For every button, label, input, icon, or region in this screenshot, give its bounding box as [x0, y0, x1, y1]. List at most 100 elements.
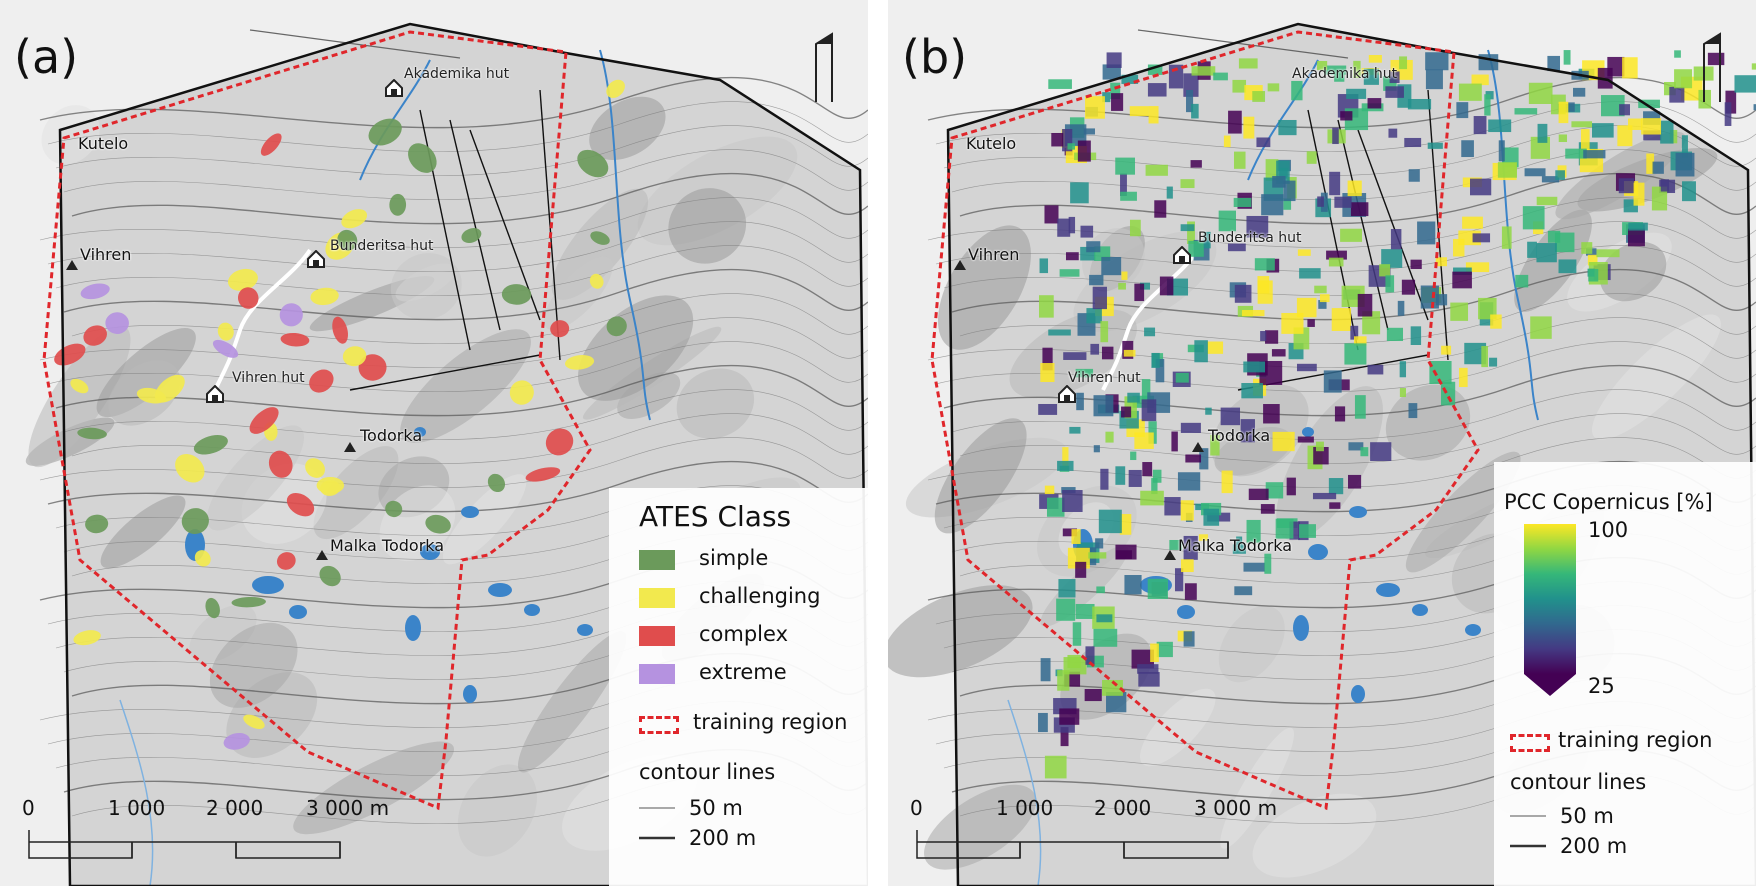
pcc-raster-cell [1628, 118, 1643, 130]
pcc-raster-cell [1408, 403, 1418, 419]
pcc-raster-cell [1558, 101, 1569, 124]
pcc-raster-cell [1367, 98, 1382, 109]
pcc-raster-cell [1044, 755, 1067, 779]
pcc-raster-cell [1077, 140, 1091, 162]
pcc-raster-cell [1286, 477, 1296, 496]
ates-polygon [73, 630, 101, 646]
contour-line [47, 221, 868, 272]
pcc-raster-cell [1464, 342, 1487, 365]
road [213, 248, 312, 391]
ates-polygon [550, 320, 570, 338]
pcc-raster-cell [1265, 159, 1279, 181]
pcc-raster-cell [1390, 229, 1402, 250]
ates-polygon [136, 387, 166, 404]
pcc-raster-cell [1139, 282, 1151, 290]
pcc-raster-cell [1048, 329, 1071, 336]
legend-title: ATES Class [639, 500, 792, 533]
pcc-raster-cell [1565, 148, 1587, 159]
ates-polygon [70, 378, 89, 394]
ates-polygon [237, 287, 259, 309]
pcc-raster-cell [1090, 343, 1100, 355]
pcc-raster-cell [1203, 508, 1220, 526]
pcc-raster-cell [1140, 490, 1164, 506]
pcc-raster-cell [1129, 219, 1141, 237]
pcc-raster-cell [1210, 434, 1220, 456]
pcc-raster-cell [1044, 205, 1059, 224]
pcc-raster-cell [1062, 129, 1073, 152]
scalebar-b: 0 1 000 2 000 3 000 m [910, 796, 1366, 866]
pcc-raster-cell [1528, 82, 1553, 104]
pcc-raster-cell [1596, 249, 1620, 258]
pcc-raster-cell [1233, 151, 1246, 169]
pcc-raster-cell [1241, 310, 1265, 317]
pcc-raster-cell [1567, 102, 1575, 112]
pcc-raster-cell [1118, 282, 1126, 290]
pcc-raster-cell [1260, 331, 1267, 341]
place-akademika-hut: Akademika hut [404, 66, 510, 82]
pcc-raster-cell [1147, 83, 1167, 97]
pcc-raster-cell [1537, 123, 1548, 143]
lake [463, 685, 477, 703]
hillshade-ridge [41, 105, 100, 165]
pcc-raster-cell [1180, 224, 1195, 232]
training-region-label: training region [693, 710, 848, 734]
pcc-raster-cell [1296, 363, 1317, 372]
ates-polygon [606, 79, 625, 98]
pcc-raster-cell [1169, 539, 1183, 550]
pcc-raster-cell [1265, 482, 1284, 499]
pcc-raster-cell [1346, 88, 1367, 99]
pcc-raster-cell [1147, 578, 1168, 599]
ski-lift-line [449, 119, 501, 331]
lake [577, 624, 593, 636]
scalebar-label: 2 000 [206, 796, 264, 820]
pcc-raster-cell [1100, 321, 1109, 343]
ates-polygon [590, 231, 610, 245]
pcc-raster-cell [1096, 586, 1105, 594]
colorbar-min-label: 25 [1588, 674, 1615, 698]
ates-polygon [212, 339, 239, 358]
legend-swatch [639, 626, 675, 646]
pcc-raster-cell [1489, 357, 1498, 367]
legend-item-simple: simple [639, 546, 859, 572]
pcc-raster-cell [1326, 250, 1347, 260]
road [1101, 248, 1200, 391]
pcc-raster-cell [1350, 202, 1369, 217]
pcc-raster-cell [1725, 90, 1737, 114]
pcc-raster-cell [1046, 497, 1065, 517]
pcc-raster-cell [1180, 422, 1201, 433]
pcc-raster-cell [1622, 57, 1638, 79]
pcc-raster-cell [1660, 179, 1670, 192]
pcc-raster-cell [1751, 63, 1756, 70]
contour-line [71, 172, 868, 225]
contour-line [943, 364, 1756, 417]
peak-icon [344, 442, 356, 452]
pcc-raster-cell [1332, 127, 1339, 145]
pcc-raster-cell [1191, 103, 1199, 119]
ates-polygon [305, 458, 325, 478]
pcc-raster-cell [1121, 271, 1128, 280]
ates-polygon [279, 303, 303, 327]
pcc-raster-cell [1144, 327, 1156, 337]
pcc-raster-cell [1271, 349, 1286, 357]
ates-polygon [276, 552, 296, 570]
place-vihren: Vihren [968, 245, 1020, 264]
stream [1247, 59, 1319, 181]
legend-ates: ATES Class simple challenging complex ex… [609, 488, 868, 886]
pcc-raster-cell [1357, 293, 1373, 317]
pcc-raster-cell [1185, 454, 1202, 463]
pcc-raster-cell [1164, 497, 1181, 516]
pcc-raster-cell [1527, 241, 1537, 258]
pcc-raster-cell [1101, 346, 1114, 360]
pcc-raster-cell [1264, 553, 1272, 574]
legend-swatch [639, 664, 675, 684]
pcc-raster-cell [1084, 688, 1102, 702]
pcc-raster-cell [1734, 75, 1756, 93]
pcc-raster-cell [1558, 134, 1568, 143]
pcc-raster-cell [1137, 664, 1159, 674]
place-todorka: Todorka [1208, 426, 1271, 445]
pcc-raster-cell [1256, 137, 1271, 148]
contour-lines-title: contour lines [639, 760, 776, 784]
pcc-raster-cell [1121, 406, 1132, 418]
pcc-raster-cell [1218, 210, 1236, 232]
ates-polygon [83, 325, 107, 346]
